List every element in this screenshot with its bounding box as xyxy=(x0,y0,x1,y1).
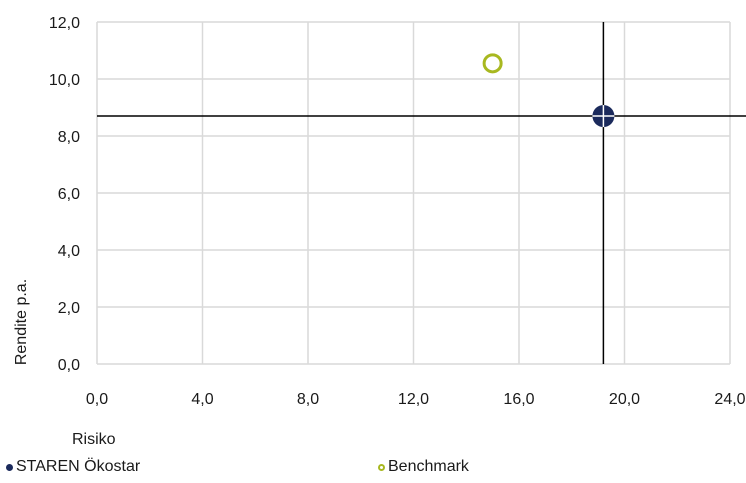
tick-labels: 0,0 4,0 8,0 12,0 16,0 20,0 24,0 0,0 2,0 4,0 6,0 8,0… xyxy=(49,15,746,408)
crosshair-lines xyxy=(97,22,746,364)
x-axis-title: Risiko xyxy=(72,431,116,448)
data-points xyxy=(482,53,615,128)
grid-lines xyxy=(96,21,731,365)
y-axis-title: Rendite p.a. xyxy=(13,279,30,365)
x-tick-label: 16,0 xyxy=(503,391,534,408)
legend-item-benchmark: Benchmark xyxy=(378,458,469,476)
y-tick-label: 2,0 xyxy=(58,300,80,317)
x-tick-label: 24,0 xyxy=(714,391,745,408)
x-tick-label: 20,0 xyxy=(609,391,640,408)
y-tick-label: 6,0 xyxy=(58,186,80,203)
x-tick-label: 4,0 xyxy=(191,391,213,408)
y-tick-label: 0,0 xyxy=(58,357,80,374)
y-tick-label: 10,0 xyxy=(49,72,80,89)
legend-label-staren: STAREN Ökostar xyxy=(16,458,141,475)
legend-marker-benchmark xyxy=(378,463,385,471)
x-tick-label: 0,0 xyxy=(86,391,108,408)
y-tick-label: 8,0 xyxy=(58,129,80,146)
legend-item-staren: STAREN Ökostar xyxy=(6,458,140,476)
point-benchmark xyxy=(482,53,503,74)
legend-marker-staren xyxy=(6,463,13,471)
y-tick-label: 4,0 xyxy=(58,243,80,260)
x-tick-label: 12,0 xyxy=(398,391,429,408)
y-tick-label: 12,0 xyxy=(49,15,80,32)
legend-label-benchmark: Benchmark xyxy=(388,458,469,475)
x-tick-label: 8,0 xyxy=(297,391,319,408)
